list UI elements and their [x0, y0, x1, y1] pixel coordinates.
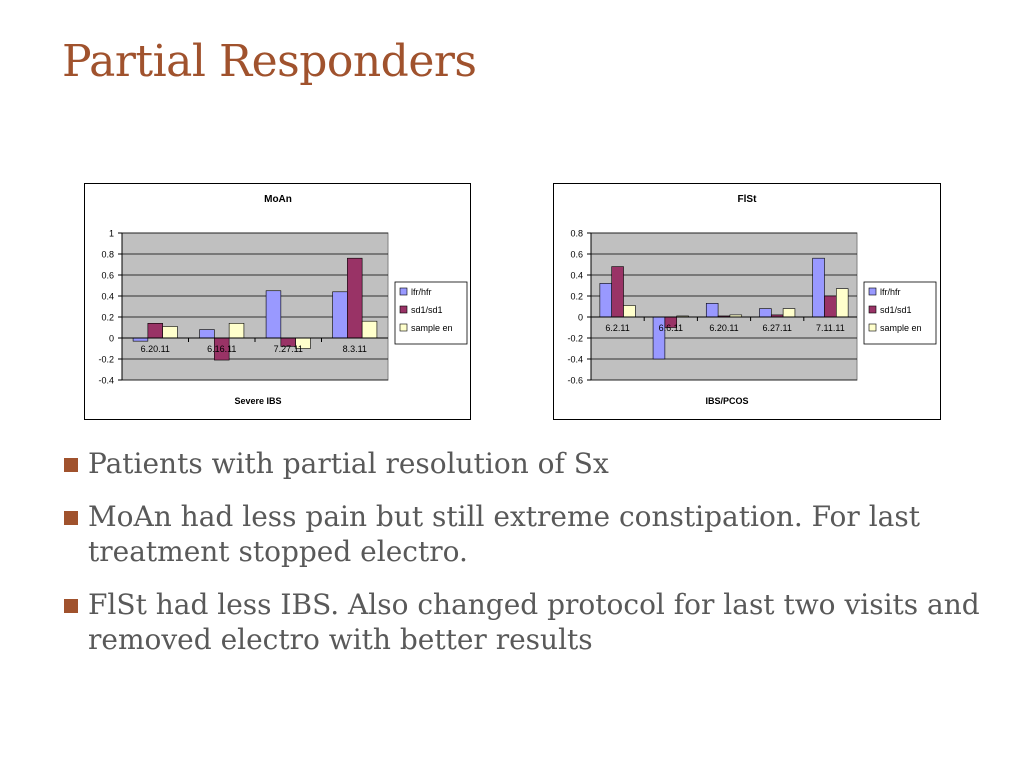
legend-label: sd1/sd1 [411, 305, 443, 315]
bar-lfr-hfr [705, 303, 719, 318]
legend-label: lfr/hfr [880, 287, 901, 297]
category-label: 8.3.11 [343, 344, 367, 354]
bar-lfr-hfr [199, 329, 215, 339]
y-tick-label: 0.2 [101, 313, 114, 323]
chart-flst-svg: 0.8 0.6 0.4 0.2 0 -0.2 -0.4 -0.6 6.2.11 6.6.11 6.2… [567, 194, 937, 406]
chart-moan-svg: 1 0.8 0.6 0.4 0.2 0 -0.2 -0.4 6.20.11 6.16.11 7.27… [98, 194, 468, 406]
category-label: 7.27.11 [274, 344, 303, 354]
y-tick-label: 0.6 [570, 250, 583, 260]
y-tick-label: -0.2 [567, 334, 583, 344]
legend-swatch [868, 305, 877, 314]
bullet-square-icon [64, 511, 78, 525]
y-tick-label: -0.4 [567, 355, 583, 365]
y-tick-label: 0.4 [570, 271, 583, 281]
y-tick-label: 0.6 [101, 271, 114, 281]
y-tick-label: -0.4 [98, 376, 114, 386]
x-axis-label: Severe IBS [234, 396, 281, 406]
bar-sample-en [836, 288, 849, 318]
legend-label: sd1/sd1 [880, 305, 912, 315]
bar-lfr-hfr [759, 308, 772, 318]
bar-sample-en [623, 305, 636, 318]
legend-label: sample en [411, 323, 453, 333]
bullet-text: MoAn had less pain but still extreme con… [88, 500, 920, 568]
category-label: 6.20.11 [709, 323, 738, 333]
bar-lfr-hfr [599, 283, 612, 318]
y-tick-label: 0 [109, 334, 114, 344]
bullet-item: FlSt had less IBS. Also changed protocol… [62, 587, 992, 657]
chart-flst: 0.8 0.6 0.4 0.2 0 -0.2 -0.4 -0.6 6.2.11 6.6.11 6.2… [553, 183, 941, 420]
bullet-square-icon [64, 458, 78, 472]
legend-swatch [399, 287, 408, 296]
legend-label: lfr/hfr [411, 287, 432, 297]
bar-lfr-hfr [332, 291, 348, 339]
bullet-item: Patients with partial resolution of Sx [62, 446, 992, 481]
category-label: 6.2.11 [605, 323, 629, 333]
chart-moan: 1 0.8 0.6 0.4 0.2 0 -0.2 -0.4 6.20.11 6.16.11 7.27… [84, 183, 471, 420]
chart-title: FlSt [738, 194, 758, 205]
chart-title: MoAn [264, 194, 292, 205]
bar-sd1-sd1 [824, 295, 837, 318]
y-tick-label: 0.8 [101, 250, 114, 260]
y-tick-label: -0.6 [567, 376, 583, 386]
bullet-text: Patients with partial resolution of Sx [88, 447, 609, 480]
bar-sample-en [162, 326, 178, 339]
bar-lfr-hfr [812, 257, 825, 318]
y-tick-label: 1 [109, 229, 114, 239]
category-label: 6.16.11 [207, 344, 236, 354]
y-tick-label: 0.8 [570, 229, 583, 239]
bar-lfr-hfr [265, 290, 282, 339]
y-tick-label: 0.4 [101, 292, 114, 302]
legend-swatch [399, 323, 408, 332]
bar-sample-en [361, 320, 378, 339]
legend-swatch [399, 305, 408, 314]
bar-sd1-sd1 [347, 257, 363, 339]
bullet-item: MoAn had less pain but still extreme con… [62, 499, 992, 569]
category-label: 6.20.11 [141, 344, 170, 354]
bar-sample-en [228, 323, 245, 339]
y-tick-label: 0.2 [570, 292, 583, 302]
x-axis-label: IBS/PCOS [705, 396, 748, 406]
legend-swatch [868, 287, 877, 296]
legend-swatch [868, 323, 877, 332]
bullet-text: FlSt had less IBS. Also changed protocol… [88, 588, 980, 656]
legend-label: sample en [880, 323, 922, 333]
bar-sd1-sd1 [147, 323, 163, 339]
category-label: 6.27.11 [763, 323, 792, 333]
y-tick-label: -0.2 [98, 355, 114, 365]
y-tick-label: 0 [578, 313, 583, 323]
slide-title: Partial Responders [62, 36, 477, 87]
bar-sample-en [782, 308, 796, 318]
category-label: 6.6.11 [659, 323, 683, 333]
bullet-square-icon [64, 599, 78, 613]
category-label: 7.11.11 [816, 323, 845, 333]
bullet-list: Patients with partial resolution of Sx M… [62, 446, 992, 675]
bar-sd1-sd1 [611, 266, 624, 318]
